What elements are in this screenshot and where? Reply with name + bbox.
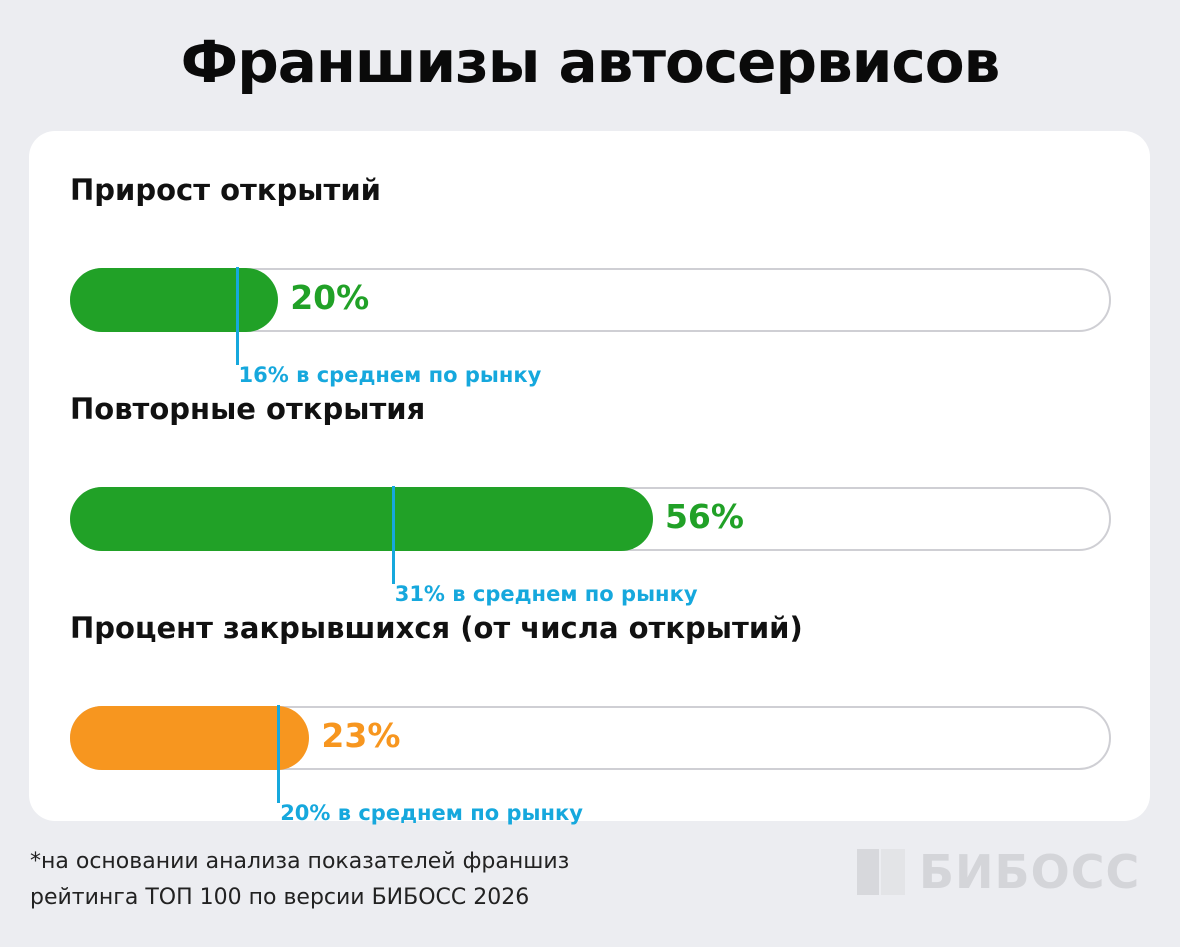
metric-row: Повторные открытия 56% 31% в среднем по … bbox=[29, 392, 1150, 612]
bar-fill bbox=[70, 706, 310, 770]
metric-title: Прирост открытий bbox=[70, 173, 381, 207]
average-marker bbox=[391, 486, 395, 584]
average-label: 20% в среднем по рынку bbox=[280, 801, 583, 825]
average-marker bbox=[235, 267, 239, 365]
chart-card: Прирост открытий 20% 16% в среднем по ры… bbox=[29, 131, 1150, 825]
average-marker bbox=[277, 705, 281, 803]
bar-value-label: 20% bbox=[290, 278, 370, 317]
metric-row: Процент закрывшихся (от числа открытий) … bbox=[29, 611, 1150, 831]
bar-fill bbox=[70, 487, 653, 551]
footnote-line: *на основании анализа показателей франши… bbox=[30, 849, 570, 874]
page-title: Франшизы автосервисов bbox=[180, 28, 1001, 96]
brand-logo: БИБОСС bbox=[857, 845, 1140, 899]
logo-mark-icon bbox=[857, 849, 905, 895]
bar-value-label: 23% bbox=[321, 716, 401, 755]
logo-text: БИБОСС bbox=[919, 845, 1141, 899]
footnote-line: рейтинга ТОП 100 по версии БИБОСС 2026 bbox=[30, 885, 530, 910]
average-label: 16% в среднем по рынку bbox=[238, 363, 542, 387]
average-label: 31% в среднем по рынку bbox=[394, 582, 698, 606]
bar-value-label: 56% bbox=[664, 497, 744, 536]
metric-title: Процент закрывшихся (от числа открытий) bbox=[70, 611, 803, 645]
metric-row: Прирост открытий 20% 16% в среднем по ры… bbox=[29, 173, 1150, 393]
bar-fill bbox=[70, 268, 279, 332]
metric-title: Повторные открытия bbox=[70, 392, 426, 426]
footnote: *на основании анализа показателей франши… bbox=[30, 844, 569, 916]
